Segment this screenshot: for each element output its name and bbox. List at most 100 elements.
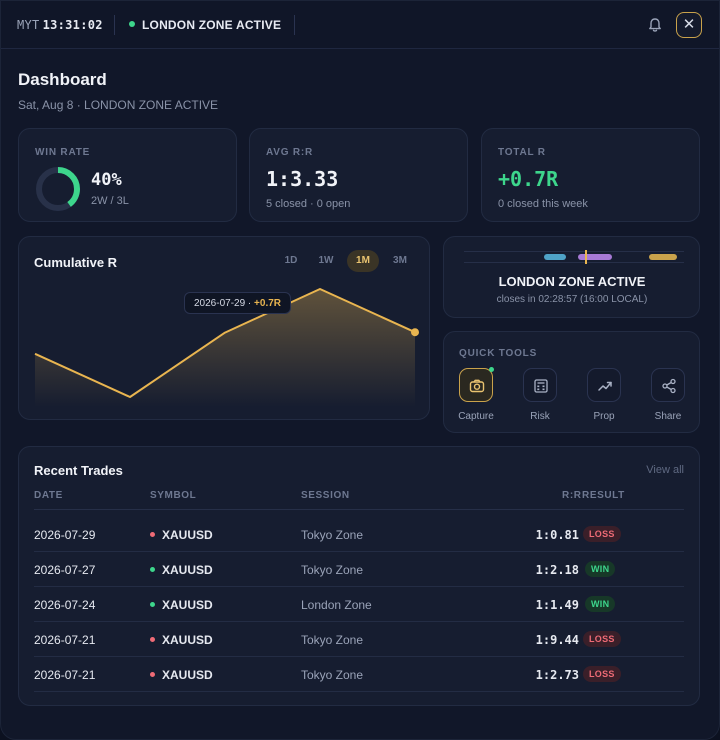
- session-countdown: closes in 02:28:57 (16:00 LOCAL): [496, 294, 648, 305]
- bell-icon[interactable]: [646, 16, 664, 34]
- trade-rr: 1:0.81: [535, 528, 579, 542]
- trade-symbol: XAUUSD: [150, 633, 213, 647]
- trade-rr: 1:1.49: [535, 598, 579, 612]
- trade-rr: 1:2.73: [535, 668, 579, 682]
- result-badge: WIN: [585, 561, 616, 577]
- total-r-sub: 0 closed this week: [498, 198, 588, 210]
- table-row[interactable]: 2026-07-29 XAUUSD Tokyo Zone 1:0.81 LOSS: [34, 517, 684, 552]
- result-dot-icon: [150, 567, 155, 572]
- trade-date: 2026-07-27: [34, 563, 96, 577]
- total-r-card: TOTAL R +0.7R 0 closed this week: [481, 128, 700, 222]
- total-r-value: +0.7R: [498, 167, 559, 191]
- column-rr: R:R: [562, 490, 582, 501]
- win-rate-arc: [36, 167, 80, 211]
- chart-line: [34, 288, 416, 398]
- share-button[interactable]: [651, 368, 685, 402]
- trade-symbol: XAUUSD: [150, 598, 213, 612]
- trade-date: 2026-07-24: [34, 598, 96, 612]
- trade-symbol: XAUUSD: [150, 563, 213, 577]
- column-symbol: SYMBOL: [150, 490, 197, 501]
- win-rate-card: WIN RATE 40% 2W / 3L: [18, 128, 237, 222]
- close-icon: ✕: [682, 16, 696, 33]
- result-badge: LOSS: [583, 631, 621, 647]
- tooltip-value: +0.7R: [254, 298, 282, 309]
- trade-symbol-label: XAUUSD: [162, 668, 213, 682]
- capture-label: Capture: [458, 411, 494, 422]
- capture-tool[interactable]: Capture: [458, 367, 494, 422]
- avg-rr-label: AVG R:R: [266, 147, 314, 158]
- view-all-link[interactable]: View all: [646, 464, 684, 476]
- total-r-label: TOTAL R: [498, 147, 546, 158]
- trade-symbol-label: XAUUSD: [162, 528, 213, 542]
- result-badge: LOSS: [583, 526, 621, 542]
- divider: [294, 15, 295, 35]
- table-row[interactable]: 2026-07-21 XAUUSD Tokyo Zone 1:9.44 LOSS: [34, 622, 684, 657]
- column-result: RESULT: [582, 490, 625, 501]
- trade-session: Tokyo Zone: [301, 668, 364, 682]
- trade-date: 2026-07-21: [34, 668, 96, 682]
- share-tool[interactable]: Share: [650, 368, 686, 422]
- active-dot-icon: [129, 21, 135, 27]
- trade-rr: 1:9.44: [535, 633, 579, 647]
- column-session: SESSION: [301, 490, 350, 501]
- prop-tool[interactable]: Prop: [586, 368, 622, 422]
- notification-dot: [489, 367, 494, 372]
- cumulative-r-card: Cumulative R 1D 1W 1M 3M 2026-07-29 · +0…: [18, 236, 430, 420]
- session-name: LONDON ZONE ACTIVE: [498, 274, 646, 289]
- close-button[interactable]: ✕: [676, 12, 702, 38]
- calculator-icon: [534, 379, 548, 393]
- avg-rr-sub: 5 closed · 0 open: [266, 198, 351, 210]
- camera-icon: [469, 379, 485, 393]
- range-1w[interactable]: 1W: [318, 255, 334, 266]
- zone-status: LONDON ZONE ACTIVE: [129, 18, 281, 32]
- trend-up-icon: [598, 381, 612, 391]
- zone-status-label: LONDON ZONE ACTIVE: [142, 18, 282, 32]
- trade-session: London Zone: [301, 598, 372, 612]
- trade-symbol: XAUUSD: [150, 528, 213, 542]
- range-1d[interactable]: 1D: [284, 255, 298, 266]
- recent-trades-card: Recent Trades View all DATE SYMBOL SESSI…: [18, 446, 700, 706]
- cumulative-r-chart: [34, 288, 419, 407]
- result-dot-icon: [150, 602, 155, 607]
- page-title: Dashboard: [18, 70, 107, 89]
- chart-tooltip: 2026-07-29 · +0.7R: [184, 292, 292, 314]
- result-badge: WIN: [585, 596, 616, 612]
- trade-date: 2026-07-21: [34, 633, 96, 647]
- quick-tools-card: QUICK TOOLS Capture: [443, 331, 700, 433]
- win-rate-ring: [36, 167, 80, 211]
- prop-button[interactable]: [587, 368, 621, 402]
- chart-area: [35, 289, 415, 407]
- table-row[interactable]: 2026-07-21 XAUUSD Tokyo Zone 1:2.73 LOSS: [34, 657, 684, 692]
- now-marker: [585, 250, 587, 264]
- chart-point-latest[interactable]: [411, 328, 419, 337]
- chart-title: Cumulative R: [34, 255, 118, 270]
- session-segment-newyork: [649, 254, 677, 260]
- risk-tool[interactable]: Risk: [522, 368, 558, 422]
- page-subtitle: Sat, Aug 8 · LONDON ZONE ACTIVE: [18, 98, 219, 112]
- win-rate-value: 40%: [91, 170, 122, 190]
- quick-tools-label: QUICK TOOLS: [459, 348, 538, 359]
- clock: MYT 13:31:02: [17, 18, 103, 32]
- share-label: Share: [654, 411, 682, 422]
- session-timeline: [464, 250, 684, 264]
- trade-date: 2026-07-29: [34, 528, 96, 542]
- risk-button[interactable]: [523, 368, 557, 402]
- range-1m[interactable]: 1M: [347, 250, 379, 272]
- table-row[interactable]: 2026-07-27 XAUUSD Tokyo Zone 1:2.18 WIN: [34, 552, 684, 587]
- table-row[interactable]: 2026-07-24 XAUUSD London Zone 1:1.49 WIN: [34, 587, 684, 622]
- capture-button[interactable]: [459, 367, 494, 402]
- trade-symbol: XAUUSD: [150, 668, 213, 682]
- avg-rr-card: AVG R:R 1:3.33 5 closed · 0 open: [249, 128, 468, 222]
- range-3m[interactable]: 3M: [393, 255, 407, 266]
- prop-label: Prop: [593, 411, 615, 422]
- result-dot-icon: [150, 532, 155, 537]
- result-dot-icon: [150, 672, 155, 677]
- trade-session: Tokyo Zone: [301, 528, 364, 542]
- trade-rr: 1:2.18: [535, 563, 579, 577]
- trade-session: Tokyo Zone: [301, 563, 364, 577]
- trade-symbol-label: XAUUSD: [162, 598, 213, 612]
- divider: [114, 15, 115, 35]
- risk-label: Risk: [530, 411, 550, 422]
- win-rate-label: WIN RATE: [35, 147, 91, 158]
